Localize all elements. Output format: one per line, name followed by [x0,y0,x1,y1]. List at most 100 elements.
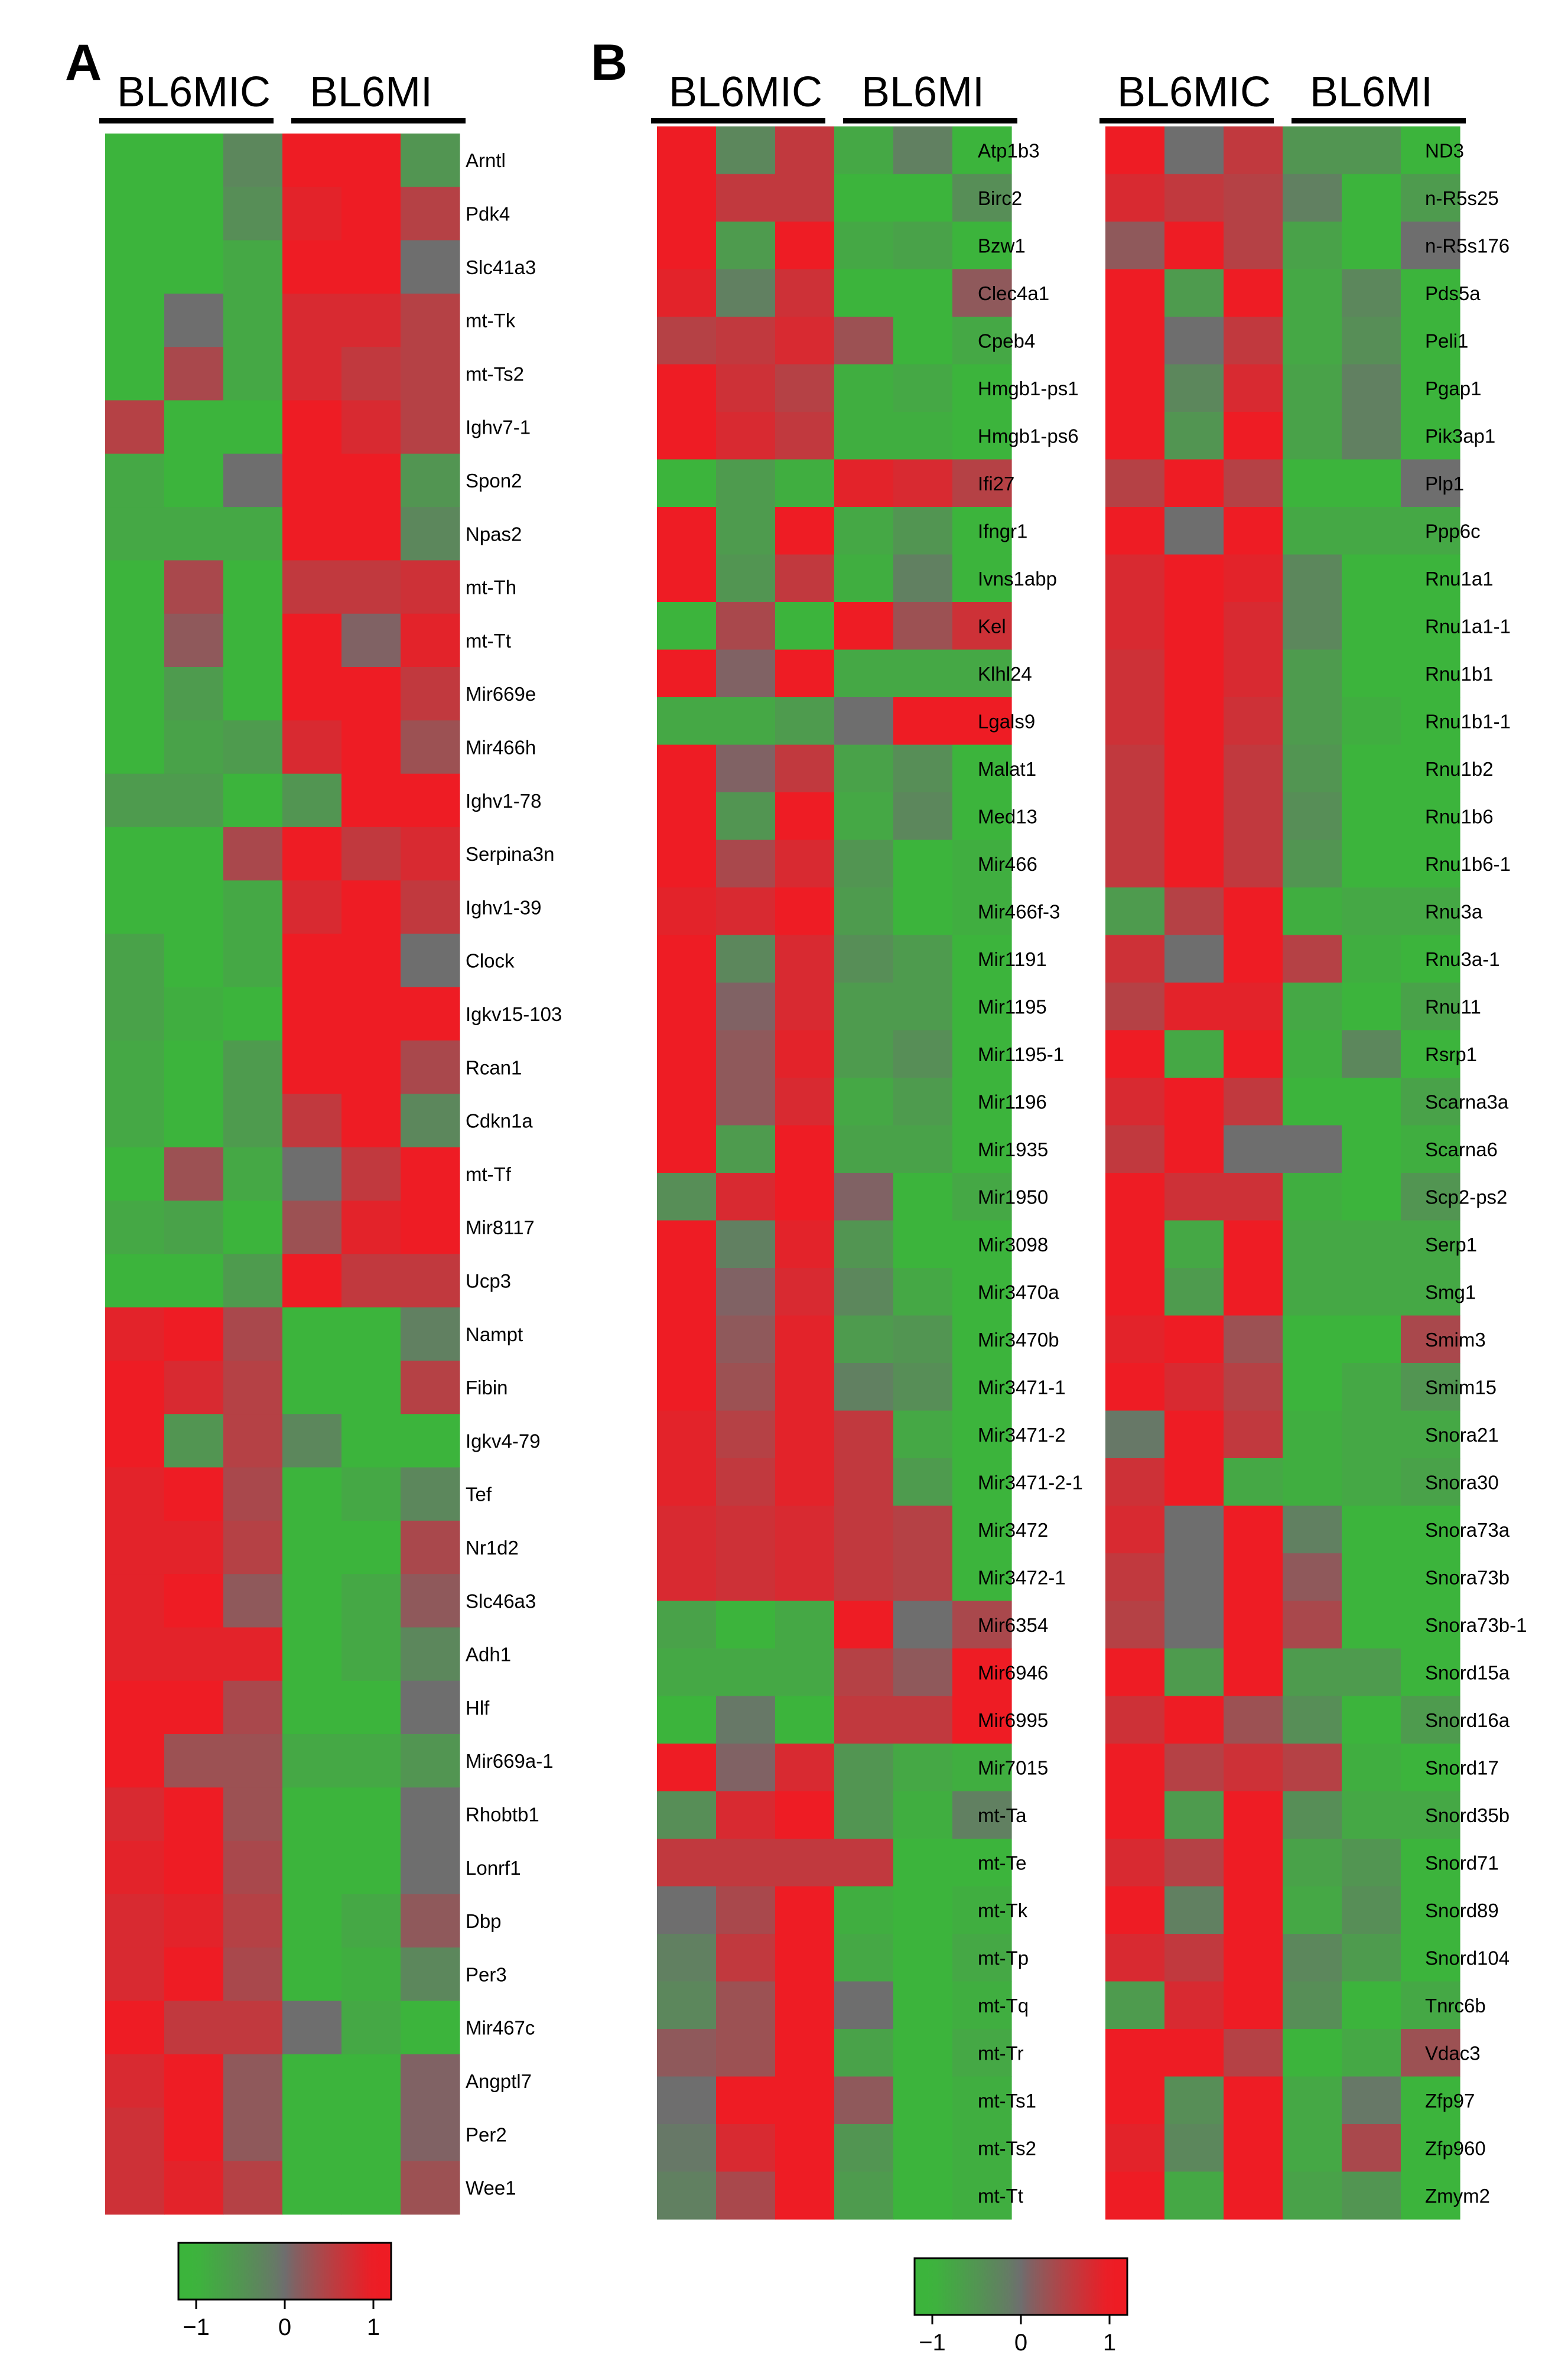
heatmap-cell [1401,840,1460,888]
heatmap-cell [893,1981,953,2030]
row-label: Mir1196 [978,1091,1047,1113]
heatmap-cell [1283,1601,1342,1649]
heatmap-cell [341,720,401,775]
heatmap-cell [1401,174,1460,222]
heatmap-cell [893,459,953,508]
heatmap-cell [1283,1505,1342,1554]
heatmap-cell [401,1840,460,1895]
heatmap-cell [716,1030,776,1078]
heatmap-cell [282,1414,342,1468]
heatmap-cell [952,602,1012,651]
heatmap-cell [1283,1744,1342,1792]
row-label: Tef [466,1484,492,1505]
heatmap-cell [1224,1078,1283,1126]
heatmap-cell [1224,412,1283,460]
heatmap-cell [282,934,342,988]
heatmap-cell [716,459,776,508]
heatmap-cell [834,1268,894,1316]
heatmap-cell [893,1315,953,1364]
heatmap-cell [341,1040,401,1094]
heatmap-cell [223,2161,283,2215]
heatmap-cell [1342,1220,1401,1269]
row-label: Snora21 [1425,1424,1499,1446]
heatmap-cell [105,453,165,508]
heatmap-cell [775,1791,835,1839]
heatmap-cell [1401,1791,1460,1839]
heatmap-cell [1342,2076,1401,2125]
row-label: Scarna6 [1425,1139,1498,1160]
heatmap-cell [341,667,401,721]
heatmap-cell [401,1147,460,1201]
heatmap-cell [657,2171,717,2220]
heatmap-cell [1283,1125,1342,1173]
heatmap-cell [223,1094,283,1148]
heatmap-cell [1105,602,1165,651]
heatmap-cell [716,1125,776,1173]
heatmap-cell [1105,1886,1165,1934]
row-label: Rnu1b6-1 [1425,853,1511,875]
heatmap-cell [164,1787,224,1842]
row-label: mt-Th [466,577,516,599]
heatmap-cell [657,1601,717,1649]
heatmap-cell [775,1078,835,1126]
heatmap-cell [1105,459,1165,508]
heatmap-cell [1342,1315,1401,1364]
heatmap-cell [893,1030,953,1078]
heatmap-cell [1224,1696,1283,1744]
heatmap-cell [1401,1648,1460,1697]
heatmap-cell [893,1696,953,1744]
heatmap-cell [223,1734,283,1788]
heatmap-cell [1164,840,1224,888]
heatmap-cell [1224,1601,1283,1649]
heatmap-cell [164,1947,224,2002]
colorbar-gradient [913,2257,1128,2316]
heatmap-cell [1342,412,1401,460]
row-label: Rsrp1 [1425,1043,1477,1065]
heatmap-cell [164,293,224,347]
heatmap-cell [223,987,283,1041]
heatmap-cell [401,134,460,187]
heatmap-cell [105,773,165,828]
heatmap-cell [1283,507,1342,555]
heatmap-cell [657,602,717,651]
heatmap-cell [716,1505,776,1554]
row-label: Snord35b [1425,1804,1510,1826]
row-label: Snord71 [1425,1852,1499,1874]
heatmap-cell [657,697,717,746]
row-label: Rhobtb1 [466,1803,539,1825]
heatmap-cell [834,1458,894,1507]
heatmap-cell [1283,1220,1342,1269]
heatmap-cell [223,560,283,614]
heatmap-cell [657,364,717,412]
heatmap-cell [834,1173,894,1221]
heatmap-cell [1401,1125,1460,1173]
heatmap-cell [1342,174,1401,222]
heatmap-cell [1105,840,1165,888]
heatmap-cell [1283,174,1342,222]
heatmap-cell [1283,364,1342,412]
heatmap-cell [105,1787,165,1842]
heatmap-cell [105,134,165,187]
heatmap-cell [341,1520,401,1575]
heatmap-cell [1342,792,1401,841]
heatmap-cell [775,364,835,412]
heatmap-cell [1224,1173,1283,1221]
heatmap-cell [893,1268,953,1316]
heatmap-cell [834,1696,894,1744]
heatmap-cell [1164,1981,1224,2030]
heatmap-cell [716,1458,776,1507]
heatmap-cell [834,1934,894,1982]
heatmap-cell [716,887,776,936]
heatmap-cell [775,1268,835,1316]
heatmap-cell [1401,554,1460,603]
row-label: Cpeb4 [978,330,1035,352]
heatmap-cell [775,935,835,983]
heatmap-cell [1283,1410,1342,1459]
heatmap-cell [1401,2029,1460,2077]
heatmap-cell [1164,744,1224,793]
heatmap-cell [223,1201,283,1254]
heatmap-cell [657,1553,717,1602]
heatmap-cell [834,649,894,698]
heatmap-cell [1164,554,1224,603]
heatmap-cell [952,2124,1012,2173]
